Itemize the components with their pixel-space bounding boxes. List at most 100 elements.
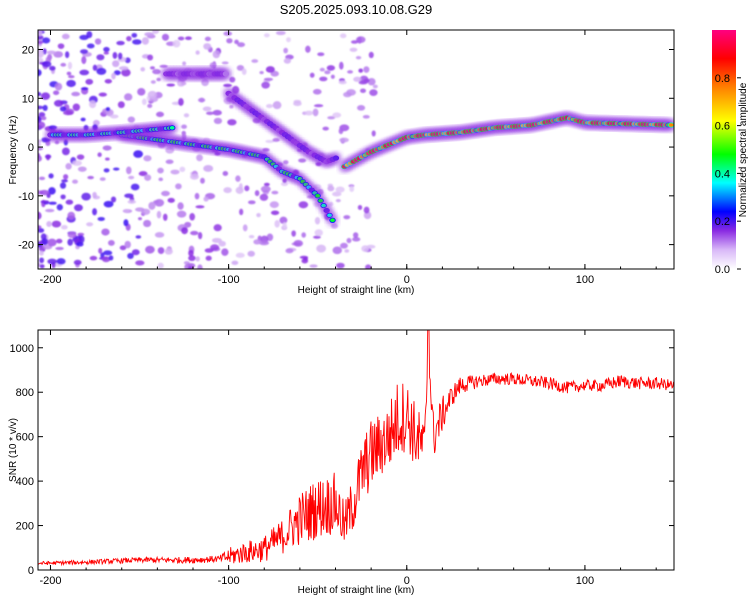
noise-blob <box>343 215 351 220</box>
noise-blob <box>141 37 149 45</box>
noise-blob <box>271 190 279 195</box>
noise-blob <box>65 51 70 59</box>
noise-blob <box>195 256 200 262</box>
noise-blob <box>314 229 323 237</box>
noise-blob <box>260 185 271 193</box>
noise-blob <box>49 65 56 71</box>
noise-blob <box>319 76 328 82</box>
noise-blob <box>283 160 289 165</box>
noise-blob <box>358 80 368 85</box>
noise-blob <box>196 154 203 162</box>
noise-blob <box>218 240 226 247</box>
noise-blob <box>235 252 245 258</box>
noise-blob <box>152 30 160 35</box>
x-tick-label: 100 <box>576 274 594 286</box>
noise-blob <box>344 249 350 253</box>
noise-blob <box>63 174 69 180</box>
noise-blob <box>126 166 132 175</box>
x-tick-label: -200 <box>39 575 61 587</box>
noise-blob <box>326 65 336 71</box>
noise-blob <box>57 43 65 49</box>
noise-blob <box>352 237 361 242</box>
noise-blob <box>251 59 259 63</box>
noise-blob <box>48 201 57 205</box>
noise-blob <box>51 220 62 228</box>
noise-blob <box>39 250 44 256</box>
noise-blob <box>92 191 97 199</box>
noise-blob <box>327 185 335 192</box>
noise-blob <box>92 208 97 216</box>
noise-blob <box>163 213 168 221</box>
noise-blob <box>38 225 42 229</box>
noise-blob <box>338 80 347 85</box>
noise-blob <box>96 67 107 75</box>
noise-blob <box>48 173 54 179</box>
noise-blob <box>282 178 287 183</box>
noise-blob <box>335 199 341 203</box>
noise-blob <box>156 77 161 82</box>
noise-blob <box>229 104 234 109</box>
noise-blob <box>71 91 81 97</box>
snr-xlabel: Height of straight line (km) <box>298 585 415 596</box>
snr-series-line <box>38 330 674 567</box>
x-tick-label: -200 <box>39 274 61 286</box>
noise-blob <box>86 43 95 49</box>
noise-blob <box>242 224 248 232</box>
noise-blob <box>147 90 157 99</box>
noise-blob <box>329 201 334 207</box>
noise-blob <box>48 187 56 195</box>
noise-blob <box>229 76 236 83</box>
noise-blob <box>42 104 48 112</box>
noise-blob <box>283 47 289 54</box>
noise-blob <box>254 190 260 197</box>
noise-blob <box>76 241 84 247</box>
noise-blob <box>157 247 165 255</box>
noise-blob <box>183 113 190 118</box>
noise-blob <box>275 30 286 36</box>
noise-blob <box>54 140 60 145</box>
noise-blob <box>283 57 292 64</box>
noise-blob <box>150 80 156 84</box>
noise-blob <box>79 69 90 76</box>
noise-blob <box>157 262 164 269</box>
noise-blob <box>204 36 211 42</box>
noise-blob <box>144 32 154 37</box>
noise-blob <box>335 186 345 193</box>
noise-blob <box>279 216 288 224</box>
noise-blob <box>38 50 44 58</box>
noise-blob <box>189 213 196 221</box>
noise-blob <box>327 116 336 120</box>
noise-blob <box>223 83 232 88</box>
noise-blob <box>135 260 145 266</box>
noise-blob <box>263 77 273 81</box>
noise-blob <box>60 194 66 200</box>
noise-blob <box>60 225 68 230</box>
noise-blob <box>238 183 243 191</box>
noise-blob <box>205 255 212 261</box>
noise-blob <box>274 220 280 228</box>
noise-blob <box>361 245 369 252</box>
noise-blob <box>338 128 344 135</box>
noise-blob <box>38 116 42 124</box>
noise-blob <box>317 52 325 57</box>
noise-blob <box>265 139 275 143</box>
ridge-core <box>169 126 175 130</box>
noise-blob <box>172 39 181 48</box>
noise-blob <box>38 176 46 181</box>
noise-blob <box>112 51 118 59</box>
noise-blob <box>195 50 200 55</box>
noise-blob <box>41 61 52 68</box>
noise-blob <box>285 248 294 254</box>
noise-blob <box>144 174 152 181</box>
noise-blob <box>358 68 364 73</box>
noise-blob <box>340 242 348 249</box>
noise-blob <box>140 67 146 72</box>
x-tick-label: 0 <box>404 575 410 587</box>
noise-blob <box>210 244 220 251</box>
noise-blob <box>63 110 73 116</box>
noise-blob <box>141 98 147 106</box>
colorbar-tick-label: 0.0 <box>715 264 730 276</box>
noise-blob <box>127 116 135 123</box>
noise-blob <box>363 66 370 73</box>
y-tick-label: 600 <box>16 432 34 444</box>
